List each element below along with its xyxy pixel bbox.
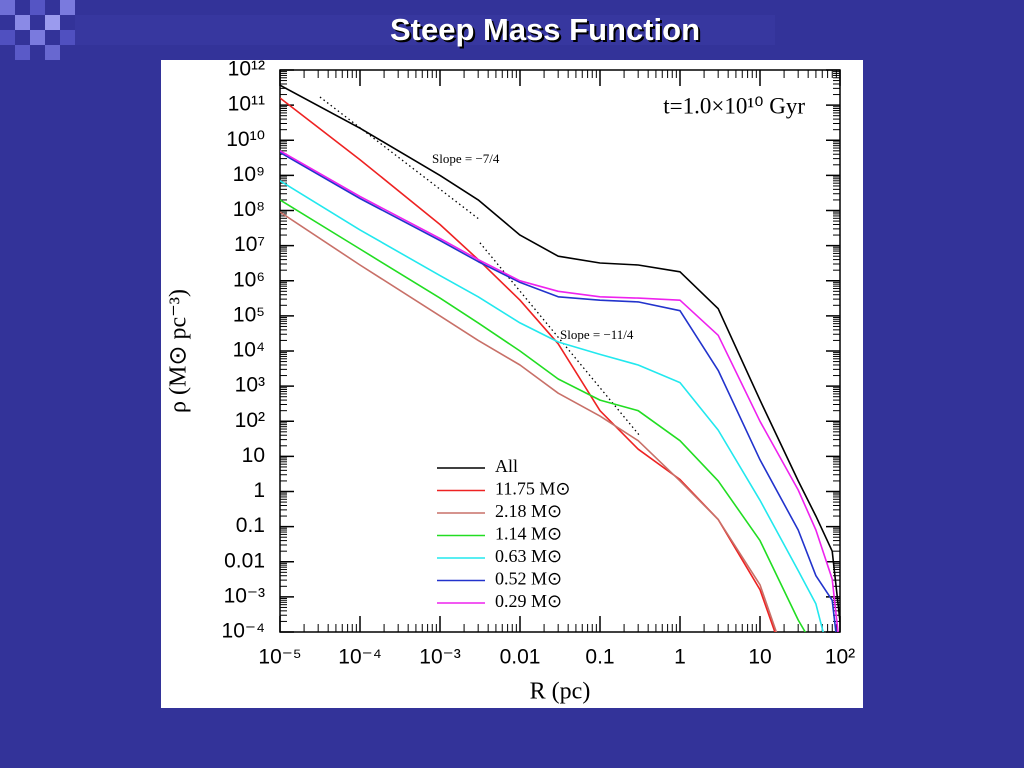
- series-line: [280, 150, 839, 632]
- y-tick-label: 10²: [235, 409, 265, 432]
- y-tick-label: 10¹⁰: [226, 128, 265, 151]
- y-tick-label: 10¹¹: [228, 93, 265, 116]
- annotation: t=1.0×10¹⁰ Gyr: [663, 93, 805, 118]
- series-line: [280, 211, 778, 632]
- legend-label: All: [495, 456, 518, 476]
- y-tick-label: 10⁶: [233, 268, 265, 291]
- chart-background: [161, 60, 863, 708]
- reference-label: Slope = −7/4: [432, 151, 500, 166]
- series-line: [280, 84, 840, 622]
- corner-decoration: [0, 0, 775, 60]
- series-line: [280, 180, 824, 632]
- y-tick-label: 10¹²: [228, 58, 265, 81]
- plot-frame: [279, 69, 841, 633]
- y-tick-label: 10: [242, 444, 265, 467]
- x-tick-label: 0.1: [585, 646, 614, 669]
- series-line: [280, 151, 837, 632]
- y-tick-label: 10⁴: [233, 339, 265, 362]
- legend-label: 2.18 M⊙: [495, 501, 562, 521]
- legend-label: 0.29 M⊙: [495, 591, 562, 611]
- y-axis-label: ρ (M⊙ pc⁻³): [166, 289, 192, 413]
- x-tick-label: 10⁻⁴: [338, 646, 381, 669]
- reference-label: Slope = −11/4: [560, 327, 634, 342]
- y-tick-label: 10⁷: [234, 233, 265, 256]
- x-tick-label: 10⁻⁵: [258, 646, 301, 669]
- plot-lines: [280, 84, 840, 632]
- legend-label: 0.52 M⊙: [495, 569, 562, 589]
- y-tick-label: 0.1: [236, 514, 265, 537]
- legend-label: 1.14 M⊙: [495, 524, 562, 544]
- y-tick-label: 1: [253, 479, 265, 502]
- y-tick-label: 10³: [235, 374, 265, 397]
- slide-title: Steep Mass Function: [390, 12, 700, 47]
- series-line: [280, 97, 776, 632]
- legend-label: 0.63 M⊙: [495, 546, 562, 566]
- y-tick-label: 10⁻³: [224, 584, 265, 607]
- y-tick-label: 10⁹: [233, 163, 265, 186]
- x-tick-label: 1: [674, 646, 686, 669]
- x-tick-label: 10⁻³: [419, 646, 460, 669]
- plot: [279, 69, 841, 633]
- y-tick-label: 10⁻⁴: [222, 620, 265, 643]
- y-tick-label: 10⁵: [233, 303, 265, 326]
- series-line: [280, 199, 807, 632]
- x-axis-label: R (pc): [530, 679, 591, 705]
- x-tick-label: 10²: [825, 646, 855, 669]
- y-tick-label: 0.01: [224, 549, 265, 572]
- y-tick-label: 10⁸: [233, 198, 265, 221]
- x-tick-label: 0.01: [500, 646, 541, 669]
- x-tick-label: 10: [748, 646, 771, 669]
- legend-label: 11.75 M⊙: [495, 479, 570, 499]
